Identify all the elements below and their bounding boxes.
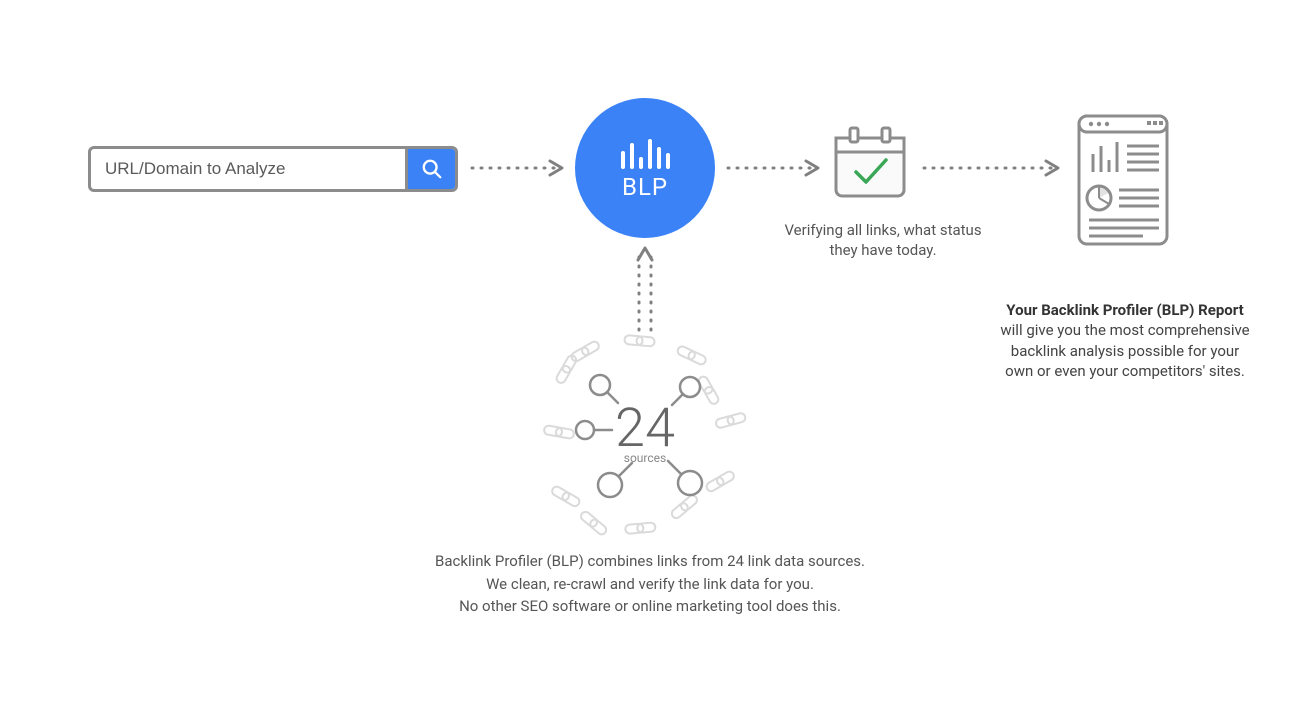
calendar-node [830, 124, 910, 202]
report-caption: Your Backlink Profiler (BLP) Report will… [1000, 300, 1250, 381]
sources-line1: Backlink Profiler (BLP) combines links f… [390, 550, 910, 573]
blp-node: BLP [575, 98, 715, 238]
verify-caption: Verifying all links, what status they ha… [778, 220, 988, 261]
sources-line3: No other SEO software or online marketin… [390, 595, 910, 618]
url-input[interactable] [91, 149, 405, 189]
report-node [1073, 110, 1173, 250]
blp-label: BLP [622, 173, 668, 201]
search-icon [421, 158, 443, 180]
sources-cluster: 24 sources [530, 325, 760, 545]
sources-word: sources [615, 451, 675, 465]
bar-chart-icon [621, 135, 670, 169]
sources-caption: Backlink Profiler (BLP) combines links f… [390, 550, 910, 618]
sources-number: 24 [615, 405, 675, 454]
report-title: Your Backlink Profiler (BLP) Report [1000, 300, 1250, 320]
sources-line2: We clean, re-crawl and verify the link d… [390, 573, 910, 596]
search-box [88, 146, 458, 192]
search-button[interactable] [405, 149, 455, 189]
report-body: will give you the most comprehensive bac… [1000, 320, 1250, 381]
